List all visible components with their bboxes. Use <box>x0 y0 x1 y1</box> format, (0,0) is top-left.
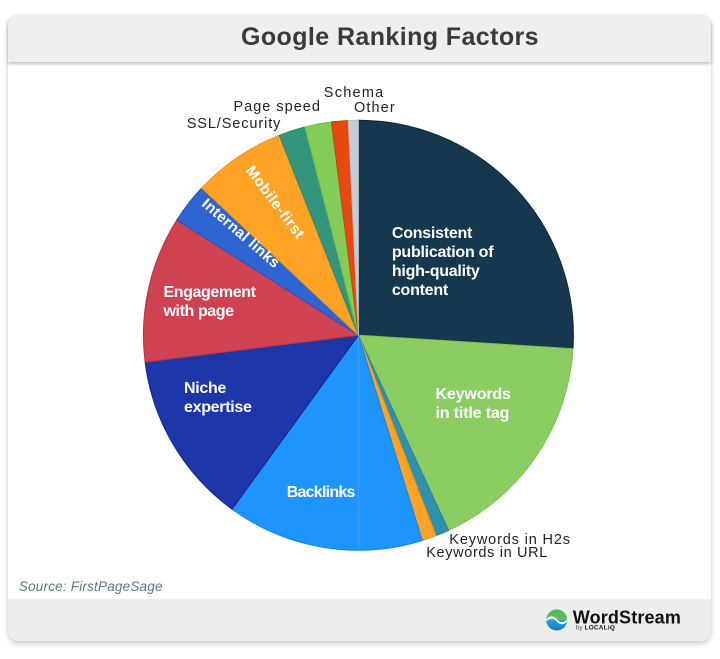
svg-text:by LOCALiQ: by LOCALiQ <box>576 624 615 631</box>
svg-text:WordStream: WordStream <box>573 607 681 627</box>
